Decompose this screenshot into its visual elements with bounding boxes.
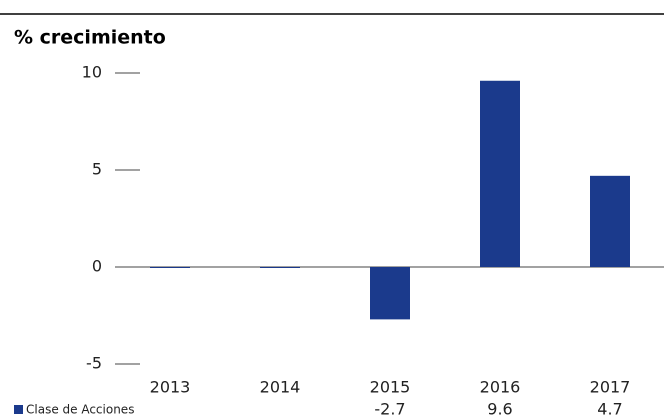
x-tick-label: 2014 [260, 378, 301, 397]
value-label: -2.7 [374, 400, 405, 419]
chart-title: % crecimiento [14, 27, 166, 49]
y-tick-label: 10 [82, 63, 102, 82]
legend-label: Clase de Acciones [26, 403, 134, 417]
value-label: 4.7 [597, 400, 622, 419]
x-tick-label: 2015 [370, 378, 411, 397]
value-label: 9.6 [487, 400, 512, 419]
x-tick-label: 2017 [590, 378, 631, 397]
bar [480, 80, 520, 267]
y-tick-label: 0 [92, 257, 102, 276]
bar [590, 175, 630, 267]
legend-swatch [14, 405, 23, 414]
x-tick-label: 2016 [480, 378, 521, 397]
bar [150, 267, 190, 268]
y-tick-label: 5 [92, 160, 102, 179]
bar [260, 267, 300, 268]
x-tick-label: 2013 [150, 378, 191, 397]
bar [370, 267, 410, 320]
y-tick-label: -5 [86, 354, 102, 373]
